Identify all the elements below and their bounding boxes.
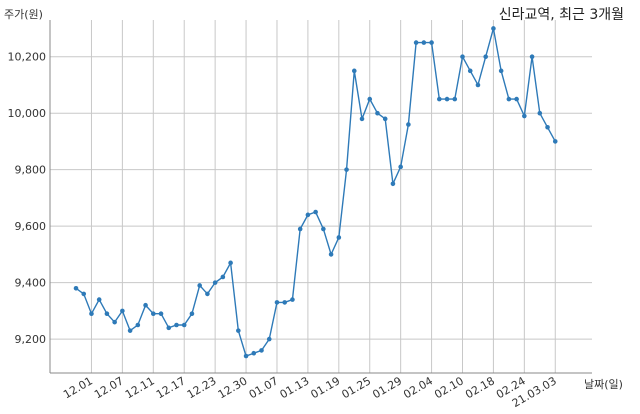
data-point <box>375 110 380 116</box>
series-line <box>75 28 556 357</box>
data-point <box>313 209 318 215</box>
data-point <box>259 348 264 353</box>
x-tick-label: 12.30 <box>216 374 250 401</box>
data-point <box>483 54 488 60</box>
data-point <box>220 274 226 280</box>
x-tick-label: 01.07 <box>247 374 281 401</box>
data-point <box>135 322 141 328</box>
data-point <box>359 116 365 122</box>
data-point <box>336 235 342 240</box>
x-tick-label: 02.18 <box>463 374 497 401</box>
data-point <box>266 336 272 342</box>
data-point <box>228 260 233 266</box>
x-tick-label: 02.10 <box>432 374 466 401</box>
y-tick-label: 9,200 <box>15 333 47 346</box>
x-tick-label: 01.25 <box>339 374 373 401</box>
data-point <box>174 322 179 328</box>
x-tick-label: 01.29 <box>370 374 404 401</box>
y-axis-label: 주가(원) <box>4 8 43 21</box>
y-tick-label: 10,000 <box>8 107 47 120</box>
data-point <box>166 325 172 331</box>
data-point <box>89 311 94 317</box>
y-tick-label: 9,800 <box>15 164 47 177</box>
data-point <box>429 40 434 45</box>
data-point <box>475 82 481 88</box>
points-layer <box>73 26 558 359</box>
data-point <box>529 54 535 60</box>
data-point <box>421 40 427 45</box>
data-point <box>104 311 110 317</box>
data-point <box>73 285 79 291</box>
data-point <box>120 308 125 314</box>
data-point <box>297 226 303 232</box>
data-point <box>212 280 218 285</box>
data-point <box>406 122 411 127</box>
x-tick-label: 01.13 <box>278 374 312 401</box>
data-point <box>545 125 550 130</box>
data-point <box>321 226 326 232</box>
data-point <box>96 297 102 302</box>
data-point <box>151 311 156 317</box>
y-tick-label: 9,600 <box>15 220 47 233</box>
data-point <box>382 116 388 122</box>
data-point <box>460 54 465 60</box>
data-point <box>181 322 187 328</box>
data-point <box>243 353 249 359</box>
data-point <box>491 26 496 31</box>
data-point <box>189 311 195 317</box>
data-point <box>351 68 357 74</box>
x-tick-label: 12.17 <box>154 374 188 401</box>
data-point <box>398 164 403 170</box>
data-point <box>197 283 202 288</box>
data-point <box>236 328 241 333</box>
data-point <box>390 181 396 187</box>
data-point <box>498 68 504 74</box>
data-point <box>537 110 543 116</box>
data-point <box>444 96 450 102</box>
data-point <box>127 328 133 333</box>
data-point <box>112 319 117 325</box>
grid-layer <box>50 20 592 373</box>
data-point <box>143 302 148 308</box>
data-point <box>81 291 87 297</box>
x-axis-label: 날짜(일) <box>584 378 623 391</box>
data-point <box>452 96 458 102</box>
y-tick-label: 9,400 <box>15 277 47 290</box>
data-point <box>274 300 280 305</box>
data-point <box>251 350 257 356</box>
data-point <box>437 96 442 102</box>
data-point <box>522 113 527 119</box>
data-point <box>467 68 473 74</box>
data-point <box>413 40 419 45</box>
chart-title: 신라교역, 최근 3개월 <box>498 7 624 23</box>
y-tick-label: 10,200 <box>8 51 47 64</box>
axis-layer <box>49 20 592 374</box>
data-point <box>552 139 558 144</box>
x-tick-label: 01.19 <box>309 374 343 401</box>
data-point <box>514 96 519 102</box>
x-tick-label: 12.07 <box>92 374 126 401</box>
data-point <box>344 167 349 172</box>
x-tick-label: 02.04 <box>401 374 435 401</box>
data-point <box>506 96 512 102</box>
data-point <box>158 311 164 317</box>
data-point <box>282 300 288 305</box>
x-tick-label: 12.11 <box>123 374 157 401</box>
x-tick-label: 12.23 <box>185 374 219 401</box>
data-point <box>290 297 295 302</box>
tick-labels: 9,2009,4009,6009,80010,00010,20012.0112.… <box>8 51 559 410</box>
x-tick-label: 12.01 <box>61 374 95 401</box>
data-point <box>305 212 311 218</box>
data-point <box>367 96 373 102</box>
data-point <box>328 252 334 257</box>
data-point <box>205 291 210 297</box>
series-layer <box>75 28 556 357</box>
